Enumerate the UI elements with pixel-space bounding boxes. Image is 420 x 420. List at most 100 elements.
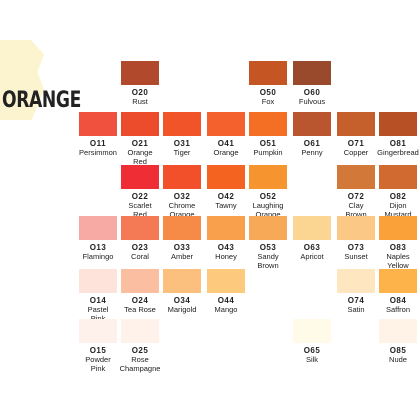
color-swatch-o52: O52 Laughing Orange [249, 165, 287, 219]
color-swatch-o20: O20 Rust [121, 61, 159, 106]
swatch-color-block [121, 61, 159, 85]
swatch-name: Rust [132, 97, 148, 106]
color-swatch-o21: O21 Orange Red [121, 112, 159, 166]
color-swatch-o85: O85 Nude [379, 319, 417, 364]
swatch-code: O42 [217, 192, 235, 201]
color-swatch-o84: O84 Saffron [379, 269, 417, 314]
swatch-name: Laughing Orange [252, 201, 284, 219]
swatch-name: Coral [131, 252, 149, 261]
swatch-color-block [379, 165, 417, 189]
swatch-code: O31 [173, 139, 191, 148]
swatch-name: Gingerbread [377, 148, 419, 157]
swatch-code: O33 [173, 243, 191, 252]
swatch-code: O65 [303, 346, 321, 355]
swatch-name: Honey [215, 252, 237, 261]
swatch-name: Apricot [300, 252, 324, 261]
swatch-code: O25 [131, 346, 149, 355]
swatch-code: O13 [89, 243, 107, 252]
swatch-name: Nude [389, 355, 407, 364]
swatch-code: O71 [347, 139, 365, 148]
swatch-color-block [121, 165, 159, 189]
swatch-color-block [249, 61, 287, 85]
color-swatch-o22: O22 Scarlet Red [121, 165, 159, 219]
swatch-color-block [163, 216, 201, 240]
color-swatch-o33: O33 Amber [163, 216, 201, 261]
swatch-name: Saffron [385, 305, 411, 314]
color-swatch-o71: O71 Copper [337, 112, 375, 157]
swatch-color-block [293, 216, 331, 240]
swatch-name: Sunset [344, 252, 368, 261]
color-swatch-o25: O25 Rose Champagne [120, 319, 160, 373]
swatch-name: Persimmon [79, 148, 117, 157]
swatch-color-block [79, 319, 117, 343]
swatch-code: O84 [389, 296, 407, 305]
swatch-color-block [207, 269, 245, 293]
swatch-code: O23 [131, 243, 149, 252]
swatch-code: O44 [217, 296, 235, 305]
swatch-color-block [121, 319, 159, 343]
swatch-name: Clay Brown [345, 201, 367, 219]
color-swatch-o44: O44 Mango [207, 269, 245, 314]
swatch-name: Tiger [173, 148, 191, 157]
swatch-color-block [293, 61, 331, 85]
swatch-code: O73 [347, 243, 365, 252]
color-swatch-o11: O11 Persimmon [79, 112, 117, 157]
swatch-name: Scarlet Red [128, 201, 152, 219]
swatch-name: Tawny [215, 201, 237, 210]
color-swatch-o82: O82 Dijon Mustard [379, 165, 417, 219]
swatch-color-block [207, 165, 245, 189]
swatch-code: O43 [217, 243, 235, 252]
color-swatch-o53: O53 Sandy Brown [249, 216, 287, 270]
swatch-code: O34 [173, 296, 191, 305]
color-swatch-o34: O34 Marigold [163, 269, 201, 314]
swatch-code: O63 [303, 243, 321, 252]
color-swatch-o43: O43 Honey [207, 216, 245, 261]
swatch-color-block [79, 269, 117, 293]
swatch-name: Chrome Orange [168, 201, 196, 219]
color-swatch-o24: O24 Tea Rose [121, 269, 159, 314]
color-swatch-o83: O83 Naples Yellow [379, 216, 417, 270]
color-swatch-o63: O63 Apricot [293, 216, 331, 261]
swatch-code: O83 [389, 243, 407, 252]
swatch-color-block [121, 216, 159, 240]
swatch-name: Silk [305, 355, 319, 364]
swatch-color-block [293, 319, 331, 343]
swatch-color-block [249, 165, 287, 189]
color-swatch-o74: O74 Satin [337, 269, 375, 314]
color-swatch-o81: O81 Gingerbread [377, 112, 419, 157]
swatch-code: O72 [347, 192, 365, 201]
swatch-code: O22 [131, 192, 149, 201]
swatch-code: O20 [131, 88, 149, 97]
color-swatch-o15: O15 Powder Pink [79, 319, 117, 373]
color-swatch-o23: O23 Coral [121, 216, 159, 261]
swatch-code: O15 [89, 346, 107, 355]
color-swatch-o60: O60 Fulvous [293, 61, 331, 106]
swatch-color-block [337, 216, 375, 240]
swatch-name: Powder Pink [85, 355, 111, 373]
swatch-name: Pumpkin [253, 148, 283, 157]
swatch-name: Sandy Brown [257, 252, 279, 270]
color-swatch-o14: O14PastelPink [79, 269, 117, 323]
swatch-color-block [379, 269, 417, 293]
swatch-color-block [379, 112, 417, 136]
swatch-name: Orange Red [127, 148, 153, 166]
swatch-color-block [207, 112, 245, 136]
swatch-code: O50 [259, 88, 277, 97]
swatch-color-block [249, 112, 287, 136]
swatch-code: O32 [173, 192, 191, 201]
swatch-name: Rose Champagne [119, 355, 161, 373]
swatch-code: O85 [389, 346, 407, 355]
swatch-name: Dijon Mustard [384, 201, 412, 219]
color-swatch-o13: O13 Flamingo [79, 216, 117, 261]
swatch-name: Orange [213, 148, 239, 157]
color-swatch-o31: O31 Tiger [163, 112, 201, 157]
swatch-name: PastelPink [87, 305, 109, 323]
swatch-code: O81 [389, 139, 407, 148]
swatch-code: O51 [259, 139, 277, 148]
color-swatch-o41: O41 Orange [207, 112, 245, 157]
swatch-code: O82 [389, 192, 407, 201]
swatch-color-block [337, 269, 375, 293]
swatch-color-block [121, 269, 159, 293]
color-swatch-o50: O50 Fox [249, 61, 287, 106]
swatch-color-block [293, 112, 331, 136]
